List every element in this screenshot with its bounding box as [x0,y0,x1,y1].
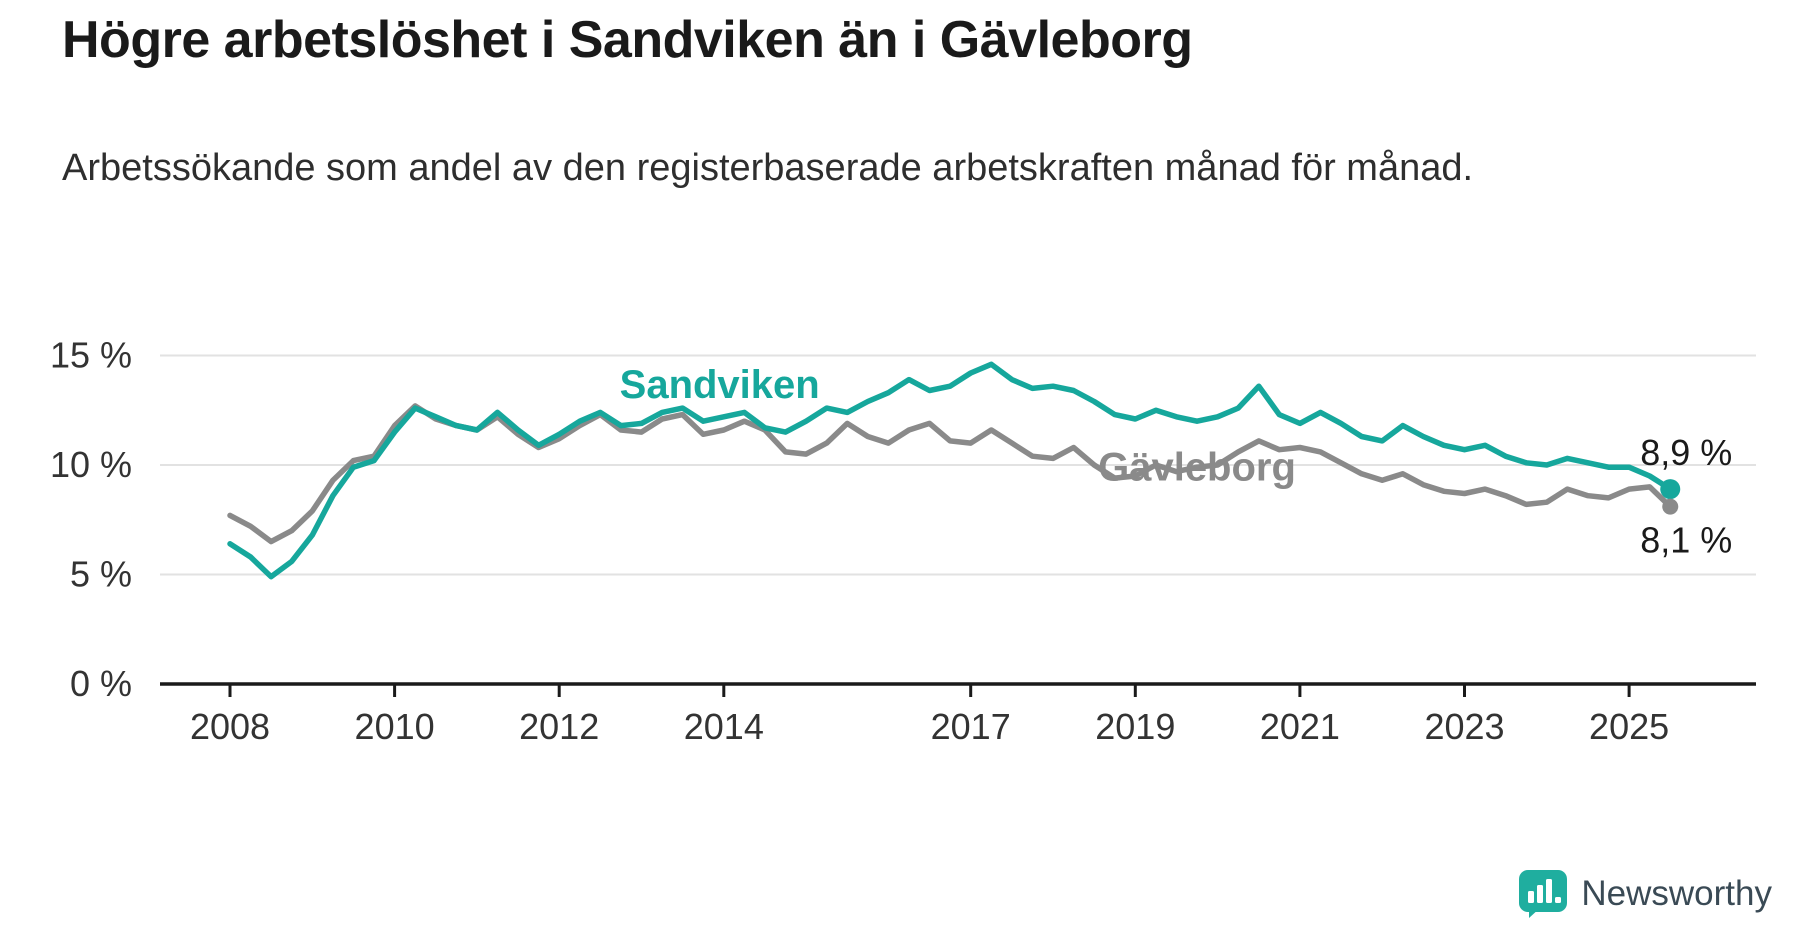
x-tick-label: 2017 [931,706,1011,747]
series-line-Gävleborg [227,403,1674,545]
chart-title: Högre arbetslöshet i Sandviken än i Gävl… [62,11,1193,69]
end-value-label-Sandviken: 8,9 % [1640,432,1732,473]
end-value-label-Gävleborg: 8,1 % [1640,520,1732,561]
x-tick-label: 2019 [1095,706,1175,747]
end-dot-Gävleborg [1662,498,1679,515]
x-tick-label: 2023 [1424,706,1504,747]
chart-subtitle: Arbetssökande som andel av den registerb… [62,147,1474,189]
x-tick-label: 2021 [1260,706,1340,747]
series-line-Sandviken [227,361,1674,580]
y-tick-label: 15 % [50,335,132,376]
x-tick-label: 2014 [684,706,764,747]
newsworthy-logo-icon [1519,870,1568,918]
y-tick-label: 10 % [50,444,132,485]
x-tick-label: 2010 [355,706,435,747]
x-tick-label: 2012 [519,706,599,747]
end-dot-Sandviken [1660,479,1681,500]
y-tick-label: 0 % [70,663,132,704]
y-tick-label: 5 % [70,554,132,595]
series-label-Sandviken: Sandviken [620,363,820,407]
x-tick-label: 2008 [190,706,270,747]
series-label-Gävleborg: Gävleborg [1098,445,1296,489]
x-tick-label: 2025 [1589,706,1669,747]
brand-logo: Newsworthy [1519,870,1772,918]
brand-name: Newsworthy [1581,874,1772,913]
